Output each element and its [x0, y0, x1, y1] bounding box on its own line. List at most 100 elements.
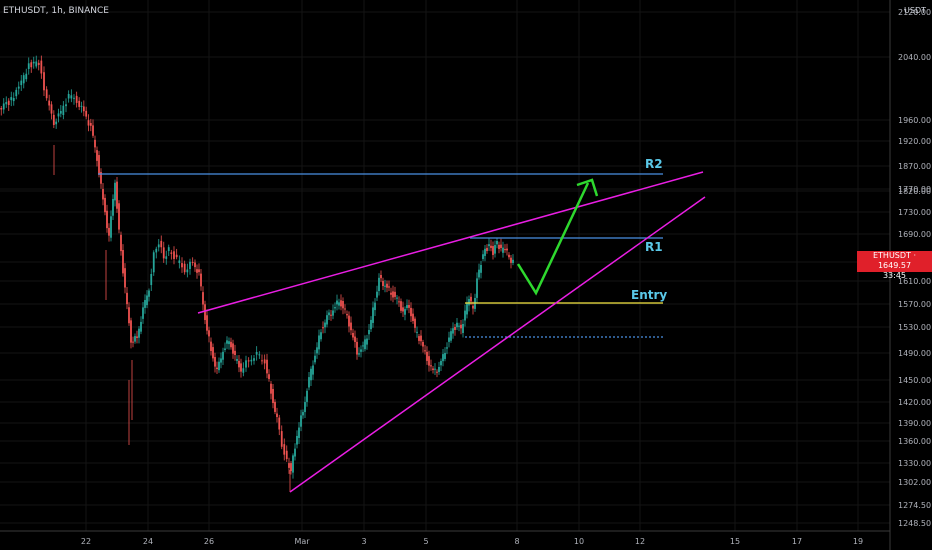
candle-body [283, 444, 286, 455]
candle-body [460, 324, 462, 329]
candle-body [15, 89, 18, 97]
candle-body [216, 367, 218, 370]
candle-body [408, 305, 410, 308]
candle-body [5, 102, 8, 105]
candle-body [210, 341, 212, 351]
candle-body [294, 448, 296, 457]
candle-body [406, 305, 408, 309]
time-tick-label: 12 [635, 537, 645, 546]
candle-body [250, 359, 253, 362]
candle-body [134, 336, 136, 342]
candle-body [440, 360, 442, 366]
time-tick-label: 3 [361, 537, 366, 546]
wedge-lower-line[interactable] [289, 196, 706, 493]
drawings: R2 R1 Entry [98, 157, 706, 493]
candle-body [438, 366, 440, 372]
candle-body [510, 257, 512, 263]
candle-body [155, 248, 158, 253]
candle-body [50, 104, 53, 114]
candle-body [302, 412, 304, 416]
candle-body [59, 110, 62, 114]
candle-body [390, 292, 392, 295]
time-tick-label: 17 [792, 537, 802, 546]
candle-body [502, 247, 504, 253]
candle-body [476, 278, 478, 298]
candle-body [144, 300, 146, 308]
candle-body [67, 93, 70, 99]
candle-body [324, 322, 326, 328]
wedge-upper-line[interactable] [197, 171, 704, 314]
candle-body [290, 463, 292, 472]
candle-body [428, 356, 430, 366]
price-tick-label: 1820.00 [898, 187, 931, 196]
candle-body [370, 319, 372, 330]
candle-body [412, 313, 414, 321]
r1-label: R1 [645, 240, 663, 254]
r2-label: R2 [645, 157, 663, 171]
candle-body [330, 314, 332, 316]
candle-body [396, 297, 398, 299]
candle-body [236, 359, 238, 361]
candle-body [242, 368, 245, 373]
candle-body [118, 203, 120, 230]
candle-body [374, 302, 376, 311]
price-tick-label: 1730.00 [898, 208, 931, 217]
candle-body [228, 341, 230, 345]
candle-body [263, 359, 266, 364]
candle-body [278, 417, 281, 430]
candle-body [52, 114, 55, 125]
candle-body [255, 352, 258, 355]
candle-body [454, 327, 456, 330]
candle-body [378, 277, 380, 292]
candle-body [43, 72, 45, 91]
candle-body [130, 320, 132, 343]
candle-body [128, 307, 130, 324]
candle-body [498, 244, 500, 249]
candle-body [394, 291, 396, 297]
price-tick-label: 1450.00 [898, 376, 931, 385]
candle-body [270, 383, 272, 394]
price-axis[interactable]: 2120.00 2040.00 1960.00 1920.00 1870.00 1820.… [898, 8, 931, 528]
time-axis[interactable]: 22 24 26 Mar 3 5 8 10 12 15 17 19 [81, 537, 863, 546]
candle-body [162, 247, 165, 259]
candle-body [102, 188, 104, 200]
candle-body [364, 339, 366, 350]
time-tick-label: 22 [81, 537, 91, 546]
chart-symbol-header: ETHUSDT, 1h, BINANCE [3, 6, 109, 16]
price-tick-label: 1960.00 [898, 116, 931, 125]
last-price-tag: ETHUSDT · 1649.57 33:45 [857, 251, 932, 280]
candle-body [116, 181, 118, 209]
candle-body [100, 171, 102, 184]
candle-body [146, 295, 148, 306]
price-tick-label: 1690.00 [898, 230, 931, 239]
candle-body [468, 298, 470, 306]
candle-body [356, 341, 358, 355]
candle-body [89, 123, 92, 126]
candle-body [232, 343, 234, 354]
candle-body [288, 463, 290, 468]
candle-body [352, 332, 354, 338]
candle-body [92, 125, 94, 136]
candle-body [280, 431, 283, 447]
candle-body [253, 358, 255, 361]
candle-body [266, 359, 268, 374]
projection-path[interactable] [516, 182, 590, 296]
candle-body [292, 455, 294, 473]
price-tick-label: 1248.50 [898, 519, 931, 528]
last-price-value: 1649.57 [877, 261, 912, 270]
candle-body [208, 330, 210, 337]
candle-body [122, 249, 124, 274]
candle-body [62, 105, 65, 115]
candle-body [298, 427, 300, 438]
time-tick-label: Mar [294, 537, 310, 546]
candle-body [65, 104, 67, 107]
candle-body [508, 254, 510, 258]
candle-body [157, 244, 160, 248]
candle-body [82, 106, 85, 112]
candle-body [70, 95, 73, 99]
candle-body [348, 315, 350, 327]
candle-body [189, 261, 191, 269]
candle-body [308, 377, 310, 388]
candle-body [344, 308, 346, 310]
